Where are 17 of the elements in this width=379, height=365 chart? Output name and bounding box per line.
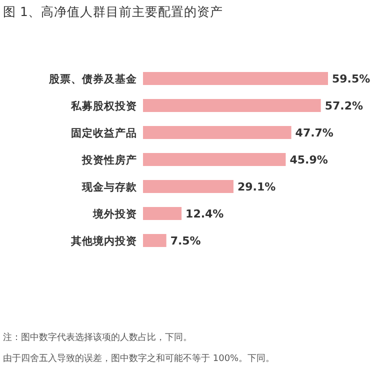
category-label: 现金与存款 [82,182,137,194]
title: 图 1、高净值人群目前主要配置的资产 [3,4,223,19]
category-label: 投资性房产 [82,154,137,166]
category-label: 其他境内投资 [71,236,137,248]
annotation: 由于四舍五入导致的误差，图中数字之和可能不等于 100%。下同。 [3,354,275,364]
category-label: 股票、债券及基金 [49,74,137,86]
category-label: 私募股权投资 [71,100,137,112]
category-label: 境外投资 [93,208,137,220]
annotation: 注：图中数字代表选择该项的人数占比，下同。 [3,333,192,343]
value-label: 57.2% [324,100,364,112]
category-label: 固定收益产品 [71,128,137,140]
value-label: 29.1% [237,180,276,194]
value-label: 59.5% [332,72,370,86]
value-label: 12.4% [186,208,224,220]
value-label: 7.5% [170,234,201,248]
value-label: 47.7% [295,126,334,140]
value-label: 45.9% [290,154,328,166]
